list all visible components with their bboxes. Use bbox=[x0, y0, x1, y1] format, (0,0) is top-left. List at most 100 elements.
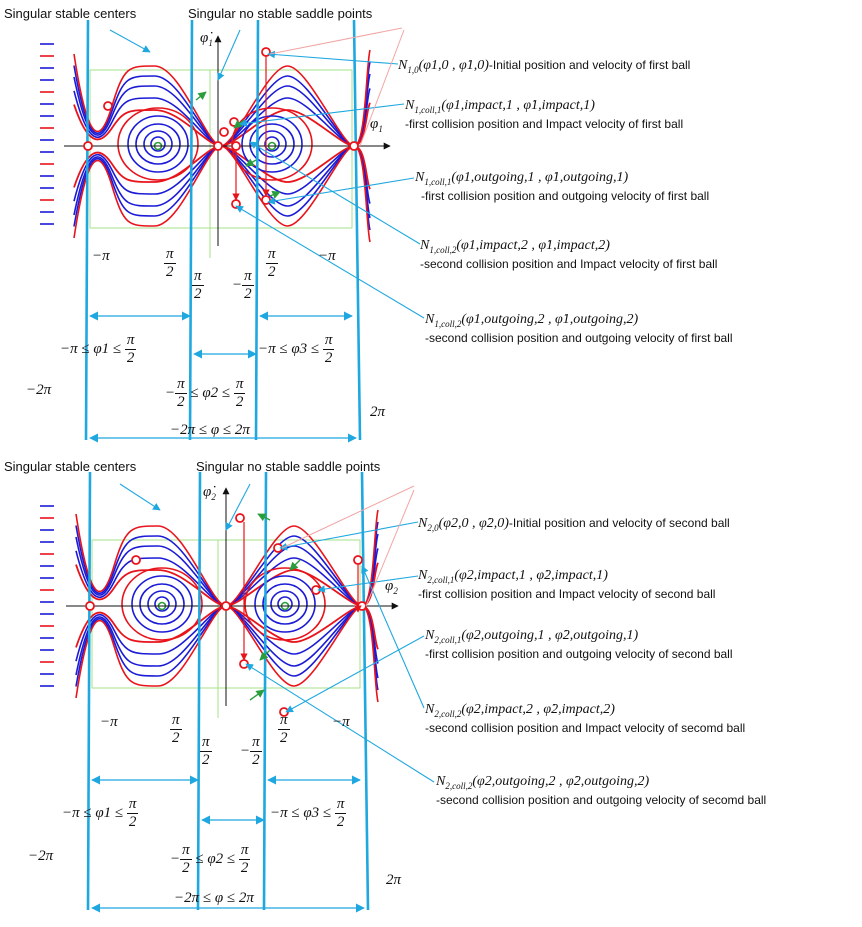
panel2-center-orbit bbox=[147, 590, 177, 618]
panel2-annotation-coll2-outgoing: N2,coll,2(φ2,outgoing,2 , φ̇2,outgoing,2… bbox=[436, 774, 767, 808]
panel2-label-two-pi: 2π bbox=[386, 872, 402, 888]
panel1-annotation-leader bbox=[217, 29, 241, 81]
panel1-boundary-line bbox=[352, 19, 362, 441]
panel2-trajectory-point bbox=[353, 555, 363, 565]
panel2-annotation-coll2-impact: N2,coll,2(φ2,impact,2 , φ̇2,impact,2) -s… bbox=[425, 702, 746, 736]
panel2-annotation-leader bbox=[279, 521, 419, 551]
panel2-title-saddle-points: Singular no stable saddle points bbox=[196, 459, 381, 474]
panel1-boundary-line bbox=[254, 19, 260, 441]
panel1-annotation-initial: N1,0(φ1,0 , φ̇1,0)-Initial position and … bbox=[398, 58, 691, 76]
panel1-title-stable-centers: Singular stable centers bbox=[4, 6, 137, 21]
panel1-center-orbit bbox=[135, 123, 181, 165]
panel1-label-neg-pi-right: −π bbox=[318, 248, 336, 264]
panel2-legend bbox=[40, 505, 54, 687]
panel2-annotation-coll1-impact: N2,coll,1(φ2,impact,1 , φ̇2,impact,1) -f… bbox=[418, 568, 716, 602]
panel2-blue-orbit-upper bbox=[75, 521, 379, 607]
panel2-saddle-point bbox=[357, 601, 367, 611]
panel1-center-orbit bbox=[241, 115, 303, 173]
panel1-trajectory-point bbox=[219, 127, 229, 137]
panel1-center-orbit bbox=[143, 130, 173, 158]
panel2-label-neg-pi-right: −π bbox=[332, 714, 350, 730]
panel2-center-orbit bbox=[277, 596, 293, 612]
panel2-boundary-line bbox=[360, 471, 370, 911]
panel2-label-neg-two-pi: −2π bbox=[28, 848, 54, 864]
panel2-blue-orbit-lower bbox=[75, 605, 379, 691]
panel2-center-orbit bbox=[262, 583, 308, 625]
panel1-annotation-leader bbox=[267, 50, 399, 65]
panel1-center-orbit bbox=[150, 136, 166, 152]
panel1-trajectory-point bbox=[231, 141, 241, 151]
panel1-saddle-point bbox=[349, 141, 359, 151]
panel2-axis-dphi-label: φ̇2 bbox=[203, 484, 216, 502]
panel1-trajectory-point bbox=[103, 101, 113, 111]
panel2-annotation-leader bbox=[225, 483, 251, 531]
panel2-group bbox=[40, 471, 435, 913]
panel2-trajectory-point bbox=[235, 513, 245, 523]
panel1-group bbox=[40, 19, 425, 443]
panel1-label-neg-pi-over-2: − π 2 bbox=[232, 268, 254, 302]
panel1-trajectory-point bbox=[229, 117, 239, 127]
panel1-trajectory-point bbox=[261, 195, 271, 205]
panel1-flow-arrow bbox=[245, 158, 257, 167]
panel1-trajectory-point bbox=[261, 47, 271, 57]
panel2-saddle-point bbox=[221, 601, 231, 611]
panel1-axis-phi-label: φ1 bbox=[370, 116, 383, 134]
panel2-faint-line bbox=[365, 489, 415, 607]
panel2-title-stable-centers: Singular stable centers bbox=[4, 459, 137, 474]
panel1-label-neg-pi-left: −π bbox=[92, 248, 110, 264]
panel1-annotation-coll1-outgoing: N1,coll,1(φ1,outgoing,1 , φ̇1,outgoing,1… bbox=[415, 170, 710, 204]
panel2-center-orbit bbox=[254, 575, 316, 633]
panel1-saddle-point bbox=[213, 141, 223, 151]
panel2-label-neg-pi-over-2: − π 2 bbox=[240, 734, 262, 768]
panel1-axis-dphi-label: φ̇1 bbox=[200, 30, 213, 48]
panel2-annotation-leader bbox=[245, 663, 435, 783]
panel2-label-neg-pi-left: −π bbox=[100, 714, 118, 730]
panel2-boundary-line bbox=[262, 471, 268, 911]
panel2-flow-arrow bbox=[259, 649, 271, 661]
panel2-annotation-initial: N2,0(φ2,0 , φ̇2,0)-Initial position and … bbox=[418, 516, 730, 534]
panel1-annotation-leader bbox=[235, 205, 425, 319]
panel1-annotation-coll2-impact: N1,coll,2(φ1,impact,2 , φ̇1,impact,2) -s… bbox=[420, 238, 718, 272]
panel2-flow-arrow bbox=[257, 513, 271, 522]
panel2-center-orbit bbox=[139, 583, 185, 625]
panel2-annotation-leader bbox=[317, 575, 419, 593]
panel1-annotation-leader bbox=[267, 177, 415, 205]
panel1-legend bbox=[40, 43, 54, 225]
panel2-annotation-leader bbox=[119, 483, 161, 511]
panel1-annotation-leader bbox=[249, 141, 421, 245]
panel2-boundary-line bbox=[196, 471, 202, 911]
panel2-range-phi-all: −2π ≤ φ ≤ 2π bbox=[174, 890, 254, 906]
panel1-flow-arrow bbox=[195, 91, 207, 101]
panel2-center-orbit bbox=[154, 596, 170, 612]
panel1-faint-line bbox=[359, 29, 405, 147]
panel1-trajectory-point bbox=[231, 199, 241, 209]
panel2-flow-arrow bbox=[289, 559, 301, 571]
panel2-annotation-coll1-outgoing: N2,coll,1(φ2,outgoing,1 , φ̇2,outgoing,1… bbox=[425, 628, 733, 662]
panel1-label-two-pi: 2π bbox=[370, 404, 386, 420]
panel1-title-saddle-points: Singular no stable saddle points bbox=[188, 6, 373, 21]
panel2-annotation-leader bbox=[285, 635, 425, 713]
panel1-boundary-line bbox=[188, 19, 194, 441]
panel1-label-neg-two-pi: −2π bbox=[26, 382, 52, 398]
panel2-axis-phi-label: φ2 bbox=[385, 578, 398, 596]
panel1-center-orbit bbox=[117, 107, 199, 181]
panel1-flow-arrow bbox=[269, 190, 281, 199]
panel1-center-orbit bbox=[264, 136, 280, 152]
panel2-faint-line bbox=[281, 485, 415, 549]
panel1-faint-line bbox=[269, 27, 403, 55]
panel1-annotation-coll2-outgoing: N1,coll,2(φ1,outgoing,2 , φ̇1,outgoing,2… bbox=[425, 312, 733, 346]
panel1-annotation-leader bbox=[239, 103, 405, 127]
panel1-range-phi-all: −2π ≤ φ ≤ 2π bbox=[170, 422, 250, 438]
panel2-center-orbit bbox=[270, 590, 300, 618]
panel2-center-orbit bbox=[131, 575, 193, 633]
panel2-center-orbit bbox=[244, 567, 326, 641]
